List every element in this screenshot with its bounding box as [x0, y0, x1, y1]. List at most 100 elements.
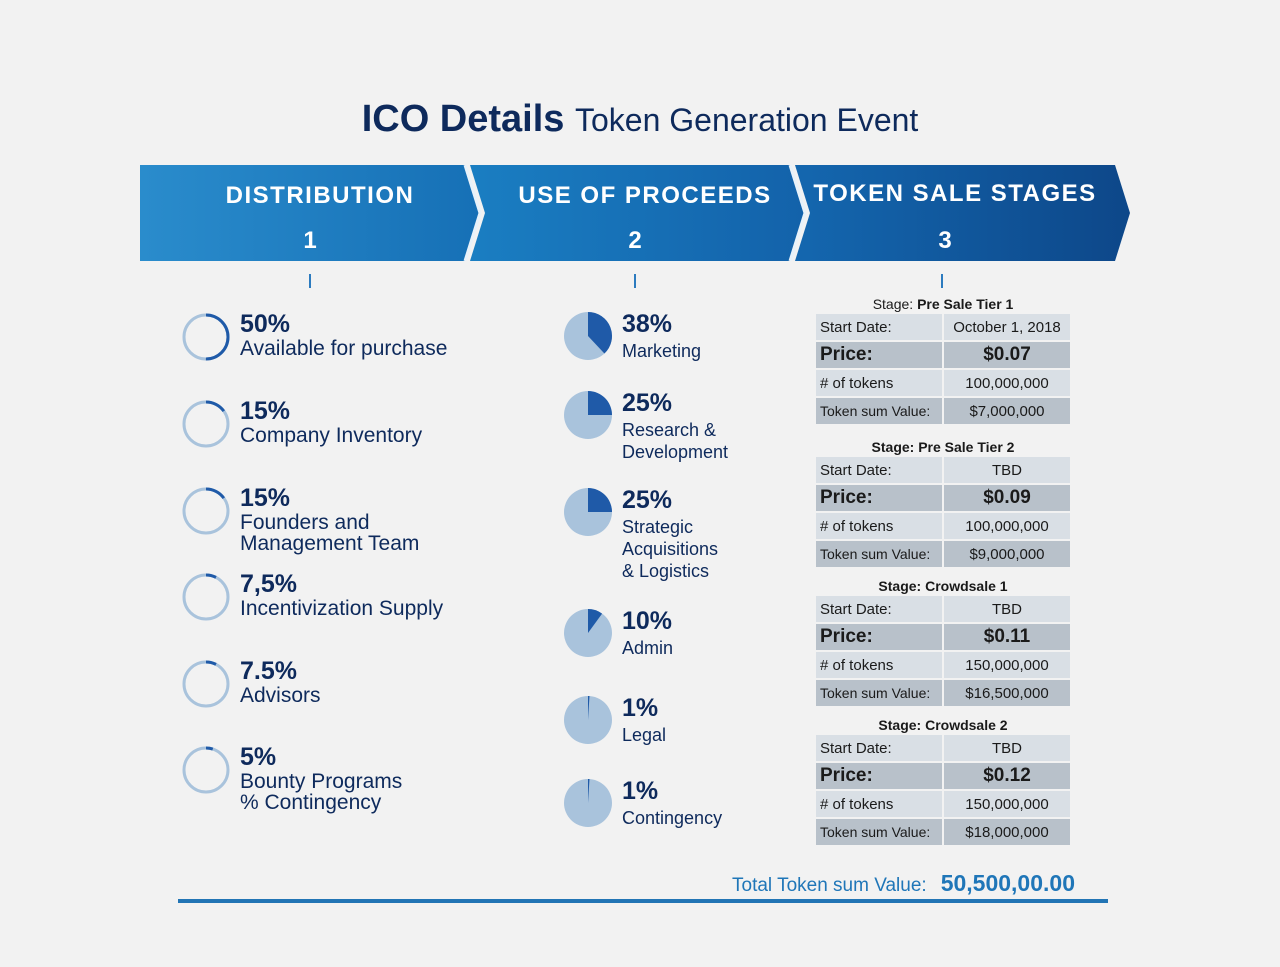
- stage-price-value: $0.12: [943, 762, 1070, 791]
- distribution-label: Bounty Programs % Contingency: [240, 770, 403, 814]
- stage-token-sum-value: $18,000,000: [943, 818, 1070, 847]
- distribution-ring-arc: [182, 746, 230, 794]
- stage-price-row: Price: $0.11: [816, 623, 1070, 652]
- stage-token-count-label: # of tokens: [816, 651, 944, 680]
- total-value: 50,500,00.00: [940, 870, 1075, 896]
- proceeds-pie: [564, 488, 612, 536]
- stage-start-date-value: October 1, 2018: [943, 314, 1070, 342]
- banner-arrows: [140, 165, 1130, 261]
- section-label-stages: TOKEN SALE STAGES: [813, 180, 1097, 207]
- proceeds-label: Strategic Acquisitions & Logistics: [622, 517, 719, 581]
- distribution-ring-arc: [182, 487, 230, 535]
- section-number-1: 1: [303, 227, 317, 254]
- stage-token-sum-row: Token sum Value: $18,000,000: [816, 818, 1070, 847]
- stage-start-date-row: Start Date: TBD: [816, 457, 1070, 485]
- distribution-percent: 7.5%: [240, 657, 297, 685]
- stage-token-count-value: 150,000,000: [943, 651, 1070, 680]
- total-label: Total Token sum Value:: [732, 875, 927, 896]
- stage-token-sum-value: $7,000,000: [943, 397, 1070, 426]
- distribution-ring: [182, 400, 230, 448]
- stage-start-date-value: TBD: [943, 457, 1070, 485]
- stage-price-row: Price: $0.09: [816, 484, 1070, 513]
- stage-start-date-label: Start Date:: [816, 735, 944, 763]
- proceeds-label: Legal: [622, 725, 667, 745]
- stage-table: Start Date: TBD Price: $0.11 # of tokens 150,…: [816, 596, 1070, 708]
- proceeds-percent: 1%: [622, 777, 659, 805]
- stage-token-sum-row: Token sum Value: $7,000,000: [816, 397, 1070, 426]
- tick-2: [634, 274, 636, 288]
- stage-title: Stage: Crowdsale 2: [878, 717, 1008, 733]
- stage-title: Stage: Crowdsale 1: [878, 578, 1008, 594]
- stage-start-date-value: TBD: [943, 735, 1070, 763]
- stage-price-row: Price: $0.07: [816, 341, 1070, 370]
- proceeds-percent: 1%: [622, 694, 659, 722]
- bottom-divider: [178, 899, 1108, 903]
- section-label-proceeds: USE OF PROCEEDS: [518, 182, 772, 209]
- section-number-3: 3: [938, 227, 952, 254]
- stage-start-date-row: Start Date: TBD: [816, 735, 1070, 763]
- stage-token-count-value: 100,000,000: [943, 369, 1070, 398]
- distribution-ring-arc: [182, 400, 230, 448]
- stage-token-sum-label: Token sum Value:: [816, 818, 944, 847]
- proceeds-percent: 10%: [622, 607, 673, 635]
- proceeds-percent: 38%: [622, 310, 673, 338]
- distribution-ring: [182, 660, 230, 708]
- stage-price-value: $0.09: [943, 484, 1070, 513]
- section-number-2: 2: [628, 227, 642, 254]
- banner-segment-2: [470, 165, 805, 261]
- stage-token-sum-label: Token sum Value:: [816, 679, 944, 708]
- page-title: ICO Details Token Generation Event: [0, 98, 1280, 141]
- distribution-ring-arc: [182, 660, 230, 708]
- stage-title: Stage: Pre Sale Tier 1: [872, 296, 1014, 312]
- stage-price-value: $0.11: [943, 623, 1070, 652]
- stage-start-date-row: Start Date: TBD: [816, 596, 1070, 624]
- stage-price-label: Price:: [816, 341, 944, 370]
- proceeds-label: Marketing: [622, 341, 702, 361]
- distribution-ring: [182, 487, 230, 535]
- stage-price-label: Price:: [816, 484, 944, 513]
- stage-start-date-label: Start Date:: [816, 314, 944, 342]
- proceeds-pie-slice: [588, 696, 590, 720]
- stage-token-count-label: # of tokens: [816, 369, 944, 398]
- tick-1: [309, 274, 311, 288]
- proceeds-percent: 25%: [622, 389, 673, 417]
- stage-token-count-row: # of tokens 100,000,000: [816, 369, 1070, 398]
- stage-price-value: $0.07: [943, 341, 1070, 370]
- distribution-percent: 50%: [240, 310, 291, 338]
- stage-token-count-row: # of tokens 150,000,000: [816, 790, 1070, 819]
- distribution-label: Founders and Management Team: [240, 511, 420, 555]
- stage-start-date-row: Start Date: October 1, 2018: [816, 314, 1070, 342]
- banner-segment-3: [795, 165, 1130, 261]
- proceeds-pie: [564, 696, 612, 744]
- stage-token-count-row: # of tokens 150,000,000: [816, 651, 1070, 680]
- stage-table: Start Date: October 1, 2018 Price: $0.07 # o…: [816, 314, 1070, 426]
- proceeds-label: Admin: [622, 638, 674, 658]
- proceeds-pie: [564, 312, 612, 360]
- total-token-sum: Total Token sum Value: 50,500,00.00: [732, 870, 1075, 897]
- proceeds-pie: [564, 779, 612, 827]
- proceeds-pie-slice: [588, 488, 612, 512]
- stage-table: Start Date: TBD Price: $0.12 # of tokens 150,…: [816, 735, 1070, 847]
- distribution-percent: 15%: [240, 484, 291, 512]
- stage-price-row: Price: $0.12: [816, 762, 1070, 791]
- stage-token-sum-row: Token sum Value: $9,000,000: [816, 540, 1070, 569]
- stage-token-count-value: 150,000,000: [943, 790, 1070, 819]
- proceeds-pie-slice: [588, 609, 603, 633]
- section-banner: DISTRIBUTION 1 USE OF PROCEEDS 2 TOKEN S…: [140, 165, 1130, 261]
- stage-token-sum-value: $9,000,000: [943, 540, 1070, 569]
- distribution-ring-arc: [182, 573, 230, 621]
- stage-token-count-label: # of tokens: [816, 790, 944, 819]
- tick-3: [941, 274, 943, 288]
- distribution-label: Company Inventory: [240, 424, 423, 447]
- distribution-ring-arc: [182, 313, 230, 361]
- distribution-percent: 5%: [240, 743, 277, 771]
- stage-price-label: Price:: [816, 762, 944, 791]
- stage-start-date-value: TBD: [943, 596, 1070, 624]
- stage-token-sum-value: $16,500,000: [943, 679, 1070, 708]
- proceeds-pie: [564, 609, 612, 657]
- stage-token-count-row: # of tokens 100,000,000: [816, 512, 1070, 541]
- distribution-ring: [182, 573, 230, 621]
- proceeds-percent: 25%: [622, 486, 673, 514]
- stage-token-sum-row: Token sum Value: $16,500,000: [816, 679, 1070, 708]
- stage-token-sum-label: Token sum Value:: [816, 397, 944, 426]
